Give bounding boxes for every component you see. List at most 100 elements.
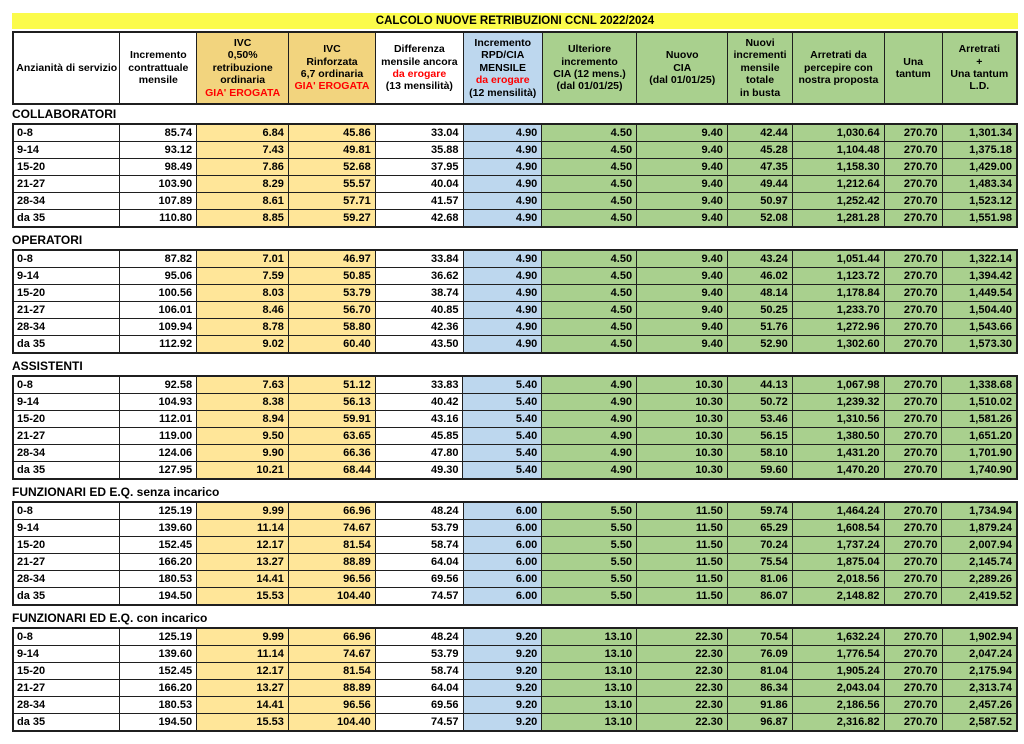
column-header-nuovi-incrementi: Nuovi incrementi mensile totale in busta: [727, 31, 793, 105]
header-row: Anzianità di servizio Incremento contrattu…: [12, 31, 1018, 105]
cell-ulteriore-incremento-cia: 4.50: [541, 284, 638, 302]
cell-anzianita: da 35: [12, 461, 121, 480]
section-label: FUNZIONARI ED E.Q. senza incarico: [12, 485, 220, 499]
cell-incremento-rpd-cia: 5.40: [462, 444, 543, 462]
table-row: 28-34 107.89 8.61 57.71 41.57 4.90 4.50 9.40 50.…: [12, 192, 1018, 210]
table-row: da 35 127.95 10.21 68.44 49.30 5.40 4.90 10.30 5…: [12, 461, 1018, 480]
cell-ivc-050: 8.38: [196, 393, 289, 411]
cell-differenza-mensile: 64.04: [374, 553, 464, 571]
table-row: 21-27 166.20 13.27 88.89 64.04 6.00 5.50 11.50 7…: [12, 553, 1018, 571]
cell-nuovi-incrementi: 47.35: [726, 158, 793, 176]
cell-una-tantum: 270.70: [883, 519, 943, 537]
cell-anzianita: 15-20: [12, 536, 121, 554]
cell-ivc-rinforzata: 68.44: [287, 461, 376, 480]
cell-anzianita: 28-34: [12, 570, 121, 588]
cell-ulteriore-incremento-cia: 4.50: [541, 209, 638, 228]
cell-arretrati-una-tantum: 1,394.42: [941, 267, 1018, 285]
cell-differenza-mensile: 42.36: [374, 318, 464, 336]
cell-incremento-contrattuale: 152.45: [119, 662, 198, 680]
cell-ulteriore-incremento-cia: 4.50: [541, 158, 638, 176]
cell-nuovi-incrementi: 70.24: [726, 536, 793, 554]
header-line: Incremento: [474, 37, 532, 50]
cell-arretrati-una-tantum: 1,429.00: [941, 158, 1018, 176]
section-label: FUNZIONARI ED E.Q. con incarico: [12, 611, 208, 625]
cell-arretrati-proposta: 2,043.04: [791, 679, 885, 697]
cell-incremento-rpd-cia: 9.20: [462, 713, 543, 732]
cell-ivc-050: 12.17: [196, 662, 289, 680]
cell-nuovo-cia: 10.30: [636, 393, 728, 411]
cell-differenza-mensile: 74.57: [374, 713, 464, 732]
cell-incremento-contrattuale: 125.19: [119, 627, 198, 646]
cell-differenza-mensile: 45.85: [374, 427, 464, 445]
cell-differenza-mensile: 47.80: [374, 444, 464, 462]
cell-anzianita: 0-8: [12, 375, 121, 394]
cell-incremento-rpd-cia: 4.90: [462, 209, 543, 228]
cell-nuovo-cia: 22.30: [636, 627, 728, 646]
cell-differenza-mensile: 48.24: [374, 501, 464, 520]
header-line: 6,7 ordinaria: [300, 68, 364, 80]
header-line: Arretrati: [958, 43, 1000, 56]
cell-ulteriore-incremento-cia: 13.10: [541, 627, 638, 646]
cell-ivc-050: 14.41: [196, 570, 289, 588]
header-line: (dal 01/01/25): [556, 80, 623, 93]
cell-arretrati-proposta: 1,067.98: [791, 375, 885, 394]
cell-arretrati-proposta: 1,252.42: [791, 192, 885, 210]
cell-arretrati-una-tantum: 1,701.90: [941, 444, 1018, 462]
cell-arretrati-proposta: 1,431.20: [791, 444, 885, 462]
cell-anzianita: 28-34: [12, 318, 121, 336]
cell-incremento-rpd-cia: 4.90: [462, 267, 543, 285]
header-line: Incremento: [130, 49, 187, 62]
cell-ulteriore-incremento-cia: 4.50: [541, 335, 638, 354]
header-line: Nuovo: [665, 49, 699, 62]
cell-incremento-contrattuale: 100.56: [119, 284, 198, 302]
cell-nuovi-incrementi: 65.29: [726, 519, 793, 537]
cell-arretrati-una-tantum: 1,449.54: [941, 284, 1018, 302]
cell-anzianita: da 35: [12, 335, 121, 354]
cell-ulteriore-incremento-cia: 5.50: [541, 536, 638, 554]
cell-nuovi-incrementi: 45.28: [726, 141, 793, 159]
cell-ivc-rinforzata: 56.13: [287, 393, 376, 411]
cell-ivc-050: 11.14: [196, 645, 289, 663]
cell-ivc-rinforzata: 81.54: [287, 662, 376, 680]
cell-nuovi-incrementi: 42.44: [726, 123, 793, 142]
cell-incremento-rpd-cia: 5.40: [462, 393, 543, 411]
cell-anzianita: 0-8: [12, 627, 121, 646]
cell-nuovo-cia: 9.40: [636, 141, 728, 159]
column-header-arretrati-una-tantum: Arretrati + Una tantum L.D.: [941, 31, 1018, 105]
cell-anzianita: 9-14: [12, 141, 121, 159]
cell-nuovi-incrementi: 52.90: [726, 335, 793, 354]
header-line: Rinforzata: [306, 55, 358, 68]
cell-differenza-mensile: 58.74: [374, 662, 464, 680]
cell-ivc-rinforzata: 104.40: [287, 713, 376, 732]
cell-anzianita: 15-20: [12, 158, 121, 176]
cell-ivc-rinforzata: 59.91: [287, 410, 376, 428]
header-line: contrattuale: [128, 61, 189, 74]
cell-arretrati-una-tantum: 1,740.90: [941, 461, 1018, 480]
cell-nuovi-incrementi: 70.54: [726, 627, 793, 646]
cell-una-tantum: 270.70: [883, 444, 943, 462]
cell-ivc-050: 13.27: [196, 679, 289, 697]
table-row: 0-8 125.19 9.99 66.96 48.24 6.00 5.50 11.50 59.7…: [12, 501, 1018, 520]
cell-ulteriore-incremento-cia: 4.90: [541, 444, 638, 462]
header-line: Arretrati da: [810, 49, 867, 62]
cell-differenza-mensile: 69.56: [374, 696, 464, 714]
cell-arretrati-una-tantum: 2,047.24: [941, 645, 1018, 663]
cell-arretrati-proposta: 2,148.82: [791, 587, 885, 606]
cell-anzianita: 15-20: [12, 284, 121, 302]
cell-ivc-050: 6.84: [196, 123, 289, 142]
cell-arretrati-proposta: 1,158.30: [791, 158, 885, 176]
cell-una-tantum: 270.70: [883, 427, 943, 445]
cell-incremento-rpd-cia: 4.90: [462, 301, 543, 319]
cell-arretrati-una-tantum: 2,289.26: [941, 570, 1018, 588]
cell-arretrati-proposta: 1,608.54: [791, 519, 885, 537]
cell-arretrati-una-tantum: 1,879.24: [941, 519, 1018, 537]
cell-nuovo-cia: 9.40: [636, 318, 728, 336]
cell-ivc-050: 8.29: [196, 175, 289, 193]
header-line: Una tantum: [950, 68, 1009, 80]
cell-arretrati-proposta: 1,178.84: [791, 284, 885, 302]
header-line: incremento: [561, 55, 618, 68]
cell-anzianita: da 35: [12, 713, 121, 732]
cell-arretrati-proposta: 1,470.20: [791, 461, 885, 480]
cell-ivc-050: 12.17: [196, 536, 289, 554]
cell-nuovo-cia: 22.30: [636, 645, 728, 663]
